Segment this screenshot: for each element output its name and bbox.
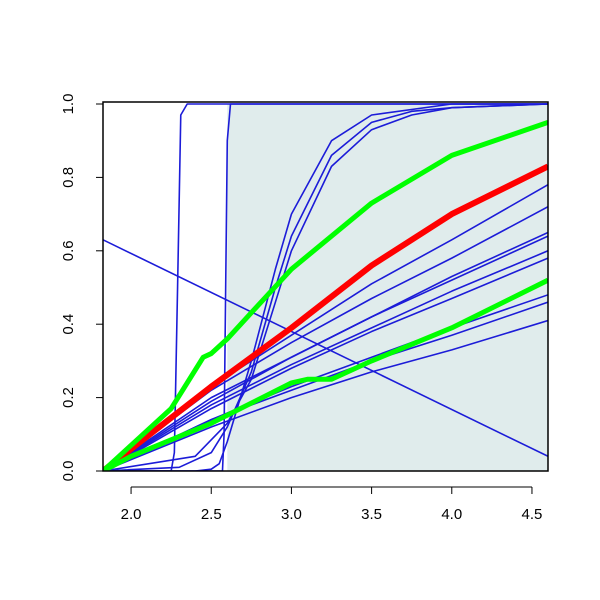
y-tick-label: 0.8 [60,167,77,188]
line-series [103,103,548,471]
line-series [103,239,548,458]
line-series [103,103,548,471]
line-series [103,250,548,471]
line-series [103,257,548,471]
y-tick-label: 0.4 [60,314,77,335]
line-series [103,163,548,471]
y-tick-label: 0.0 [60,461,77,482]
line-series [103,319,548,471]
y-tick-label: 0.2 [60,387,77,408]
line-series [103,103,548,471]
x-tick-label: 3.5 [361,506,382,523]
y-tick-label: 0.6 [60,240,77,261]
x-tick-label: 4.0 [441,506,462,523]
x-tick-label: 4.5 [522,506,543,523]
line-series [103,277,548,471]
x-tick-label: 2.0 [121,506,142,523]
y-tick-label: 1.0 [60,94,77,115]
line-series [103,235,548,471]
plot-area [103,103,548,471]
plot-frame [102,101,549,472]
line-series [103,103,548,471]
x-tick-label: 2.5 [201,506,222,523]
x-tick-label: 3.0 [281,506,302,523]
line-series [103,119,548,471]
